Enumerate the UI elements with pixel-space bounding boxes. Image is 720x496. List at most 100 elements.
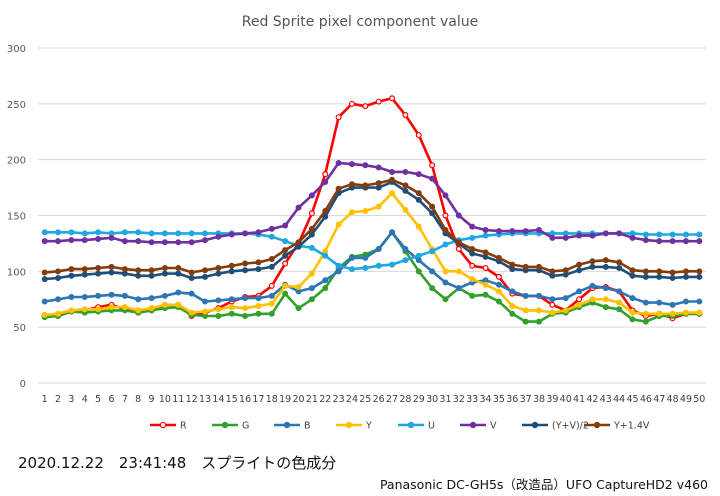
data-point — [682, 298, 689, 305]
legend-marker — [407, 421, 415, 429]
data-point — [576, 301, 583, 308]
data-point — [308, 225, 315, 232]
data-point — [308, 296, 315, 303]
x-tick-label: 33 — [466, 394, 478, 405]
data-point — [696, 309, 703, 316]
data-point — [549, 268, 556, 275]
data-point — [41, 229, 48, 236]
legend-marker — [159, 421, 167, 429]
data-point — [362, 182, 369, 189]
data-point — [629, 267, 636, 274]
y-tick-label: 150 — [7, 212, 26, 223]
data-point — [322, 179, 329, 186]
data-point — [562, 234, 569, 241]
data-point — [682, 238, 689, 245]
data-point — [535, 318, 542, 325]
data-point — [202, 237, 209, 244]
data-point — [429, 268, 436, 275]
legend-label: V — [490, 421, 497, 432]
x-tick-label: 48 — [667, 394, 679, 405]
data-point — [295, 283, 302, 290]
data-point — [108, 291, 115, 298]
data-point — [669, 238, 676, 245]
data-point — [41, 311, 48, 318]
data-point — [442, 279, 449, 286]
data-point — [268, 282, 275, 289]
data-point — [108, 304, 115, 311]
data-point — [549, 234, 556, 241]
data-point — [429, 203, 436, 210]
x-tick-label: 10 — [159, 394, 171, 405]
data-point — [562, 295, 569, 302]
legend-marker — [345, 421, 353, 429]
data-point — [348, 254, 355, 261]
data-point — [656, 299, 663, 306]
data-point — [522, 228, 529, 235]
data-point — [215, 306, 222, 313]
x-tick-label: 22 — [319, 394, 331, 405]
data-point — [348, 100, 355, 107]
chart-title: Red Sprite pixel component value — [242, 14, 479, 30]
data-point — [108, 269, 115, 276]
x-tick-label: 8 — [135, 394, 141, 405]
x-tick-label: 1 — [42, 394, 48, 405]
data-point — [282, 238, 289, 245]
data-point — [495, 254, 502, 261]
x-tick-label: 36 — [506, 394, 518, 405]
data-point — [335, 262, 342, 269]
data-point — [81, 306, 88, 313]
data-point — [656, 238, 663, 245]
data-point — [308, 192, 315, 199]
data-point — [442, 241, 449, 248]
data-point — [495, 281, 502, 288]
data-point — [549, 296, 556, 303]
data-point — [589, 263, 596, 270]
data-point — [455, 268, 462, 275]
data-point — [656, 273, 663, 280]
data-point — [228, 231, 235, 238]
data-point — [616, 299, 623, 306]
data-point — [175, 230, 182, 237]
data-point — [202, 298, 209, 305]
data-point — [362, 103, 369, 110]
data-point — [242, 230, 249, 237]
legend-item: G — [212, 421, 249, 432]
data-point — [175, 239, 182, 246]
data-point — [268, 263, 275, 270]
data-point — [696, 238, 703, 245]
data-point — [656, 310, 663, 317]
data-point — [228, 296, 235, 303]
caption-camera: Panasonic DC-GH5s（改造品）UFO CaptureHD2 v46… — [379, 477, 708, 492]
data-point — [535, 227, 542, 234]
x-tick-label: 26 — [373, 394, 385, 405]
data-point — [255, 229, 262, 236]
data-point — [322, 277, 329, 284]
data-point — [161, 239, 168, 246]
data-point — [148, 305, 155, 312]
data-point — [442, 296, 449, 303]
data-point — [41, 298, 48, 305]
data-point — [95, 292, 102, 299]
series-lines — [41, 95, 703, 325]
data-point — [108, 263, 115, 270]
data-point — [495, 273, 502, 280]
data-point — [375, 203, 382, 210]
data-point — [268, 292, 275, 299]
data-point — [616, 230, 623, 237]
data-point — [55, 275, 62, 282]
data-point — [268, 233, 275, 240]
data-point — [589, 232, 596, 239]
data-point — [95, 229, 102, 236]
x-tick-label: 16 — [239, 394, 251, 405]
data-point — [322, 208, 329, 215]
data-point — [55, 296, 62, 303]
data-point — [469, 234, 476, 241]
x-tick-label: 11 — [172, 394, 184, 405]
data-point — [268, 300, 275, 307]
data-point — [322, 171, 329, 178]
x-tick-label: 43 — [600, 394, 612, 405]
x-tick-label: 39 — [546, 394, 558, 405]
legend-item: B — [274, 421, 311, 432]
data-point — [642, 268, 649, 275]
